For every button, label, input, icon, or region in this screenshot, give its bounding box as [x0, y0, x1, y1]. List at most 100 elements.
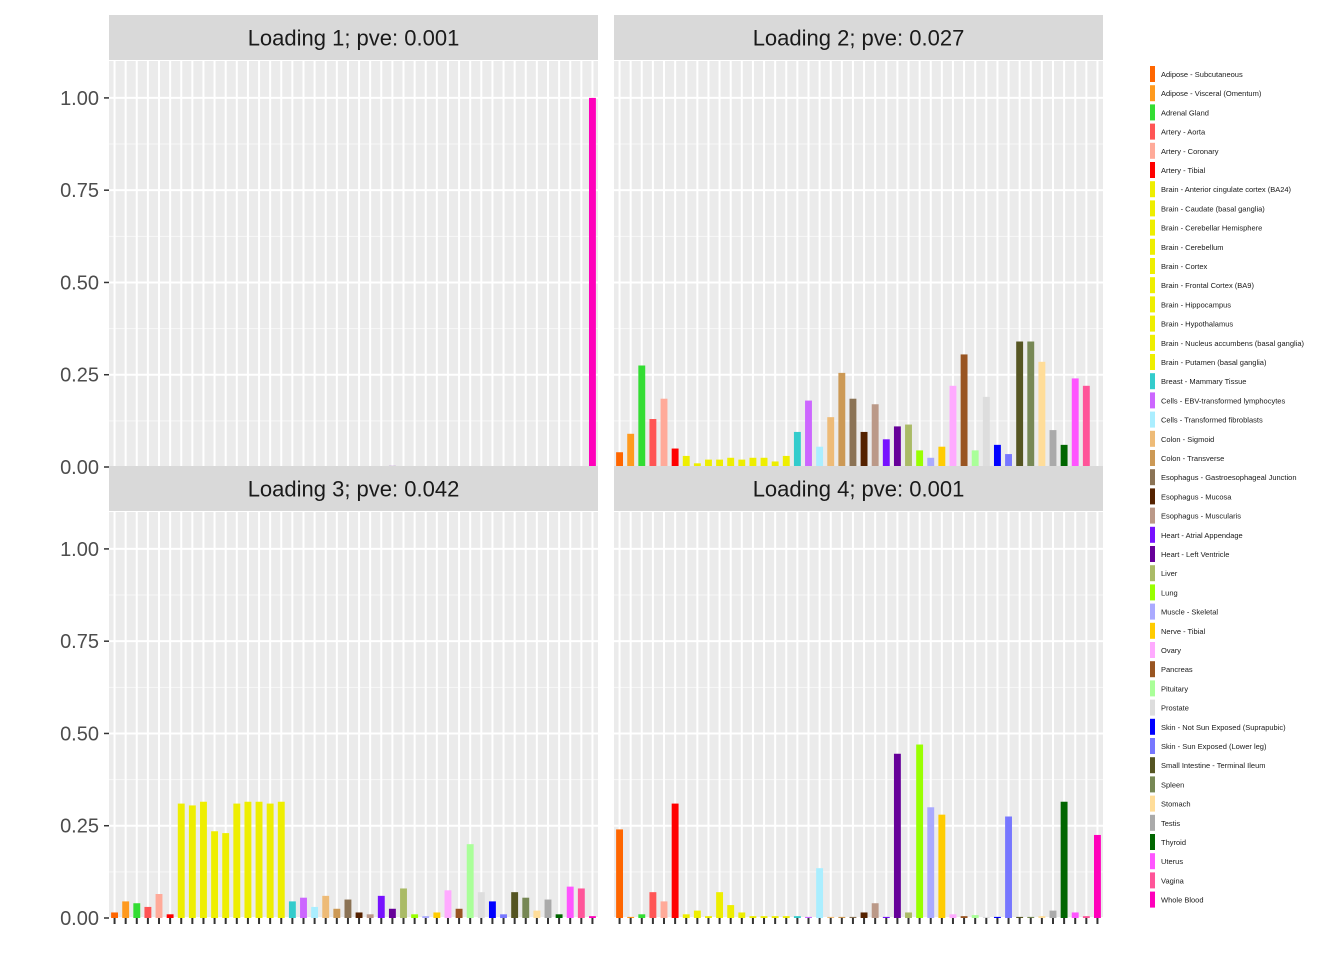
bar — [1016, 916, 1024, 918]
bar — [1049, 430, 1057, 467]
bar — [993, 916, 1001, 918]
bar — [511, 892, 519, 918]
legend-key — [1150, 488, 1155, 505]
bar — [916, 450, 924, 467]
legend-label: Nerve - Tibial — [1161, 627, 1206, 636]
legend-label: Pancreas — [1161, 665, 1193, 674]
legend-item: Vagina — [1150, 872, 1185, 889]
legend-item: Ovary — [1150, 642, 1181, 658]
bar — [455, 908, 463, 918]
legend-label: Liver — [1161, 569, 1178, 578]
legend-key — [1150, 162, 1155, 178]
bar — [749, 457, 757, 467]
bar — [982, 396, 990, 467]
y-tick-label: 0.00 — [60, 908, 99, 930]
bar — [422, 916, 430, 918]
legend-item: Whole Blood — [1150, 891, 1204, 908]
panel-title: Loading 1; pve: 0.001 — [248, 26, 460, 51]
bar — [577, 888, 585, 918]
bar — [488, 901, 496, 918]
bar — [616, 829, 624, 918]
bar — [277, 801, 285, 918]
legend-item: Pancreas — [1150, 661, 1193, 678]
bar — [860, 912, 868, 918]
legend-item: Esophagus - Gastroesophageal Junction — [1150, 469, 1297, 486]
bar — [1071, 912, 1079, 918]
legend-item: Heart - Left Ventricle — [1150, 546, 1229, 562]
bar — [1038, 916, 1046, 918]
bar — [616, 452, 624, 467]
legend-label: Esophagus - Gastroesophageal Junction — [1161, 473, 1297, 482]
bar — [522, 897, 530, 918]
legend-label: Esophagus - Muscularis — [1161, 512, 1241, 521]
panel-strip — [614, 466, 1103, 511]
bar — [838, 372, 846, 467]
bar — [366, 914, 374, 918]
legend-key — [1150, 699, 1155, 716]
legend-label: Esophagus - Mucosa — [1161, 492, 1232, 501]
legend-item: Brain - Nucleus accumbens (basal ganglia… — [1150, 334, 1304, 351]
legend-label: Adrenal Gland — [1161, 108, 1209, 117]
bar — [971, 450, 979, 467]
panel-strip — [614, 15, 1103, 60]
legend-key — [1150, 181, 1155, 198]
legend-key — [1150, 795, 1155, 812]
bar — [916, 744, 924, 918]
y-tick-label: 0.75 — [60, 180, 99, 202]
bar — [300, 897, 307, 918]
legend-label: Prostate — [1161, 704, 1189, 713]
legend-item: Skin - Sun Exposed (Lower leg) — [1150, 738, 1267, 754]
legend-key — [1150, 680, 1155, 697]
legend-key — [1150, 872, 1155, 889]
legend-item: Cells - Transformed fibroblasts — [1150, 411, 1263, 428]
legend-item: Esophagus - Mucosa — [1150, 488, 1232, 505]
legend-key — [1150, 661, 1155, 678]
bar — [960, 354, 968, 467]
bar — [882, 916, 890, 918]
legend-key — [1150, 258, 1155, 274]
bar — [671, 803, 679, 918]
legend-item: Artery - Aorta — [1150, 123, 1206, 140]
legend-key — [1150, 142, 1155, 159]
bar — [760, 457, 768, 467]
bar — [893, 426, 901, 467]
legend-label: Stomach — [1161, 800, 1191, 809]
bar — [166, 914, 174, 918]
bar — [782, 916, 790, 918]
legend-key — [1150, 85, 1155, 102]
y-tick-label: 0.75 — [60, 631, 99, 653]
legend-item: Prostate — [1150, 699, 1189, 716]
bar — [155, 894, 163, 918]
bar — [627, 916, 635, 918]
bar — [705, 459, 712, 467]
bar — [871, 404, 879, 467]
legend-label: Vagina — [1161, 876, 1185, 885]
bar — [705, 916, 712, 918]
panel-title: Loading 4; pve: 0.001 — [753, 477, 965, 502]
legend-key — [1150, 507, 1155, 524]
bar — [1038, 361, 1046, 467]
y-tick-label: 0.25 — [60, 816, 99, 838]
bar — [649, 419, 657, 467]
bar — [311, 906, 319, 918]
bar — [749, 916, 757, 918]
legend-label: Small Intestine - Terminal Ileum — [1161, 761, 1265, 770]
bar — [693, 463, 701, 467]
bar — [133, 903, 141, 918]
bar — [322, 895, 330, 918]
legend-label: Heart - Left Ventricle — [1161, 550, 1229, 559]
legend-label: Cells - EBV-transformed lymphocytes — [1161, 396, 1285, 405]
bar — [971, 915, 979, 918]
legend-label: Cells - Transformed fibroblasts — [1161, 416, 1263, 425]
legend-item: Skin - Not Sun Exposed (Suprapubic) — [1150, 718, 1286, 735]
bar — [200, 801, 207, 918]
bar — [177, 803, 185, 918]
legend-key — [1150, 450, 1155, 466]
plot-background — [109, 61, 598, 467]
bar — [144, 906, 152, 918]
legend-label: Spleen — [1161, 780, 1184, 789]
legend-key — [1150, 526, 1155, 543]
panel-1: Loading 1; pve: 0.001 0.00 0.25 0.50 0.75 1.0… — [60, 15, 598, 479]
y-tick-label: 0.00 — [60, 457, 99, 479]
